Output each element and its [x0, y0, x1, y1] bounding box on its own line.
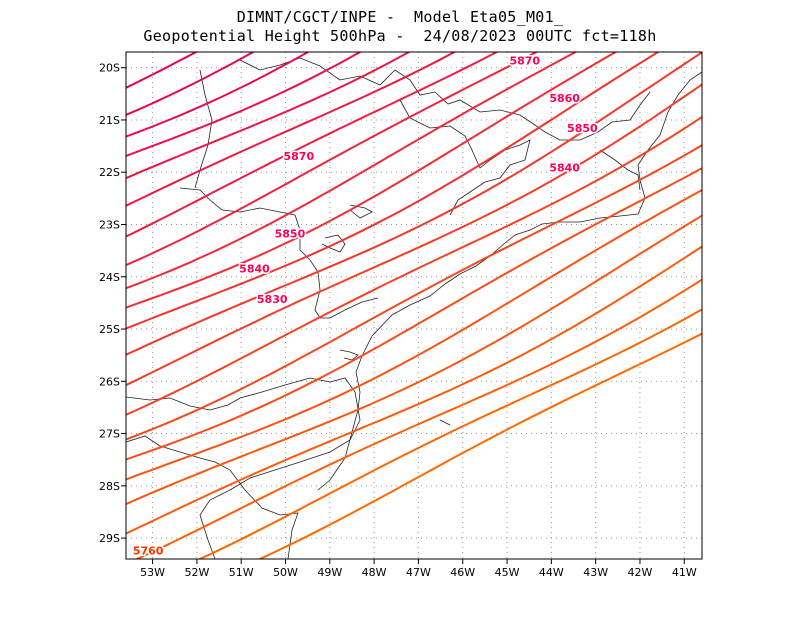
contour-labels: 5870 5860 5850 5840 5870 5850 5840 5830 5760: [131, 53, 599, 559]
contour-line: [126, 52, 618, 309]
contour-label: 5840: [549, 162, 580, 175]
lon-tick-label: 49W: [317, 566, 342, 579]
lon-tick-label: 42W: [628, 566, 653, 579]
contour-line: [126, 52, 539, 267]
lon-tick-label: 52W: [184, 566, 209, 579]
lon-tick-label: 45W: [495, 566, 520, 579]
lon-tick-label: 50W: [273, 566, 298, 579]
lat-tick-label: 23S: [99, 218, 120, 231]
contour-label: 5760: [133, 544, 164, 557]
lon-tick-label: 43W: [583, 566, 608, 579]
contour-label: 5860: [549, 92, 580, 105]
contour-line: [126, 52, 256, 116]
contour-line: [126, 245, 702, 535]
lon-tick-label: 41W: [672, 566, 697, 579]
contour-line: [126, 52, 578, 290]
title-line-1: DIMNT/CGCT/INPE - Model Eta05_M01_: [236, 8, 564, 26]
lat-tick-label: 26S: [99, 375, 120, 388]
contour-line: [126, 144, 702, 441]
lat-tick-label: 20S: [99, 62, 120, 75]
contour-line: [126, 83, 702, 387]
lat-tick-label: 27S: [99, 428, 120, 441]
contour-label: 5870: [509, 55, 540, 68]
contour-line: [126, 167, 702, 461]
contour-line: [126, 214, 702, 506]
grid-lines: [126, 52, 702, 559]
contour-line: [126, 52, 702, 356]
lon-tick-label: 53W: [140, 566, 165, 579]
contour-line: [126, 52, 363, 157]
contour-label: 5870: [283, 150, 314, 163]
lon-tick-label: 48W: [362, 566, 387, 579]
lat-tick-label: 21S: [99, 114, 120, 127]
contour-label: 5840: [239, 263, 270, 276]
contour-line: [126, 52, 310, 138]
lon-tick-label: 51W: [229, 566, 254, 579]
contour-line: [126, 52, 457, 207]
contour-line: [257, 332, 702, 559]
lat-tick-label: 28S: [99, 480, 120, 493]
lat-tick-label: 22S: [99, 166, 120, 179]
title-line-2: Geopotential Height 500hPa - 24/08/2023 …: [143, 27, 657, 45]
contour-line: [126, 188, 702, 481]
contour-label: 5850: [275, 228, 306, 241]
height-contours: [126, 52, 702, 559]
contour-line: [126, 115, 702, 416]
lon-tick-label: 46W: [450, 566, 475, 579]
contour-line: [126, 52, 660, 330]
contour-line: [126, 52, 499, 238]
lat-tick-label: 29S: [99, 532, 120, 545]
plot-frame: [125, 51, 703, 560]
contour-line: [197, 308, 702, 559]
lon-tick-label: 44W: [539, 566, 564, 579]
coastline: [126, 57, 702, 559]
contour-line: [126, 52, 411, 180]
contour-label: 5850: [567, 122, 598, 135]
latitude-axis: 20S 21S 22S 23S 24S 25S 26S 27S 28S 29S: [99, 62, 126, 545]
lon-tick-label: 47W: [406, 566, 431, 579]
contour-label: 5830: [257, 293, 288, 306]
contour-line: [134, 278, 702, 559]
longitude-axis: 53W 52W 51W 50W 49W 48W 47W 46W 45W 44W 43W 42W 41W: [140, 559, 697, 579]
lat-tick-label: 25S: [99, 323, 120, 336]
lat-tick-label: 24S: [99, 271, 120, 284]
